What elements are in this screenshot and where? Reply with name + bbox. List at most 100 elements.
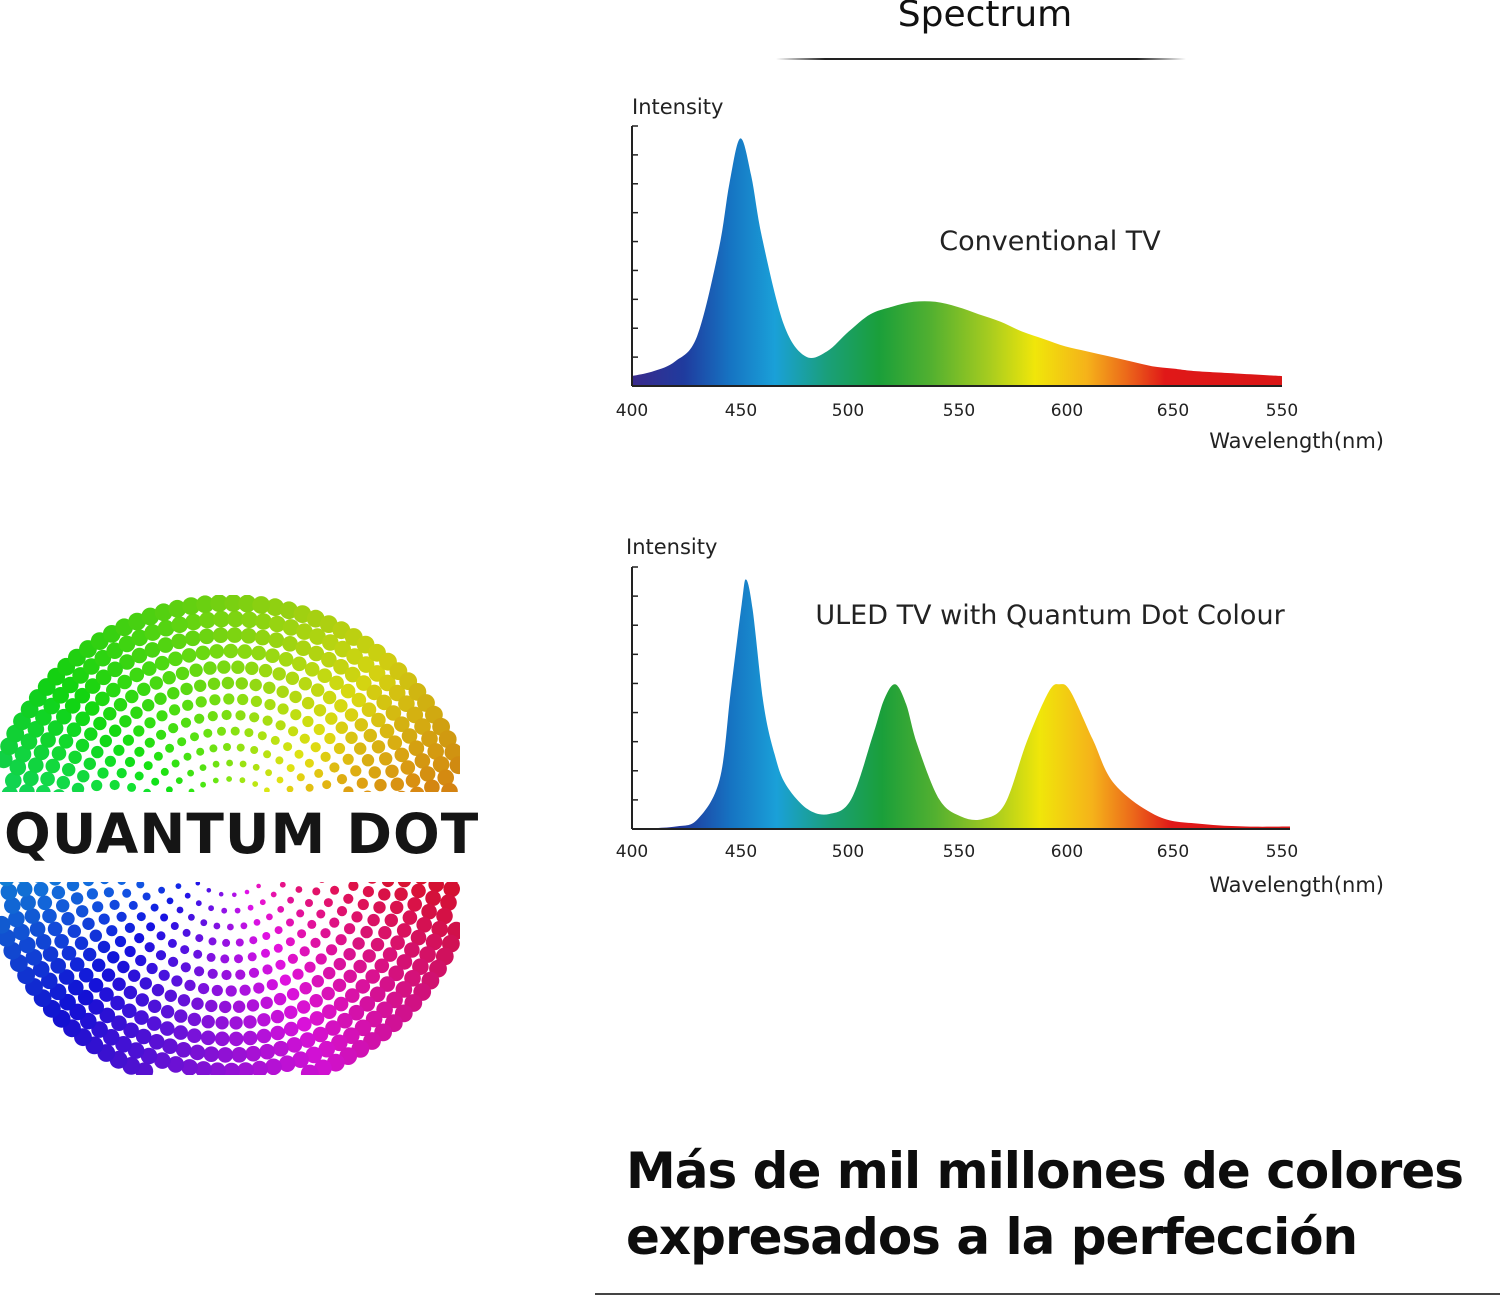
- logo-dot: [142, 892, 151, 901]
- logo-dot: [362, 949, 376, 963]
- logo-dot: [394, 716, 410, 732]
- logo-dot: [164, 989, 177, 1002]
- logo-dot: [279, 881, 286, 888]
- logo-dot: [401, 728, 418, 744]
- logo-dot: [107, 661, 123, 678]
- logo-dot: [14, 746, 32, 763]
- x-tick-label: 550: [1266, 842, 1298, 862]
- logo-dot: [23, 770, 39, 787]
- logo-dot: [304, 758, 314, 768]
- logo-dot: [320, 751, 331, 762]
- logo-dot: [226, 759, 234, 767]
- logo-dot: [200, 919, 208, 927]
- logo-dot: [296, 623, 313, 640]
- logo-dot: [146, 922, 156, 932]
- logo-dot: [176, 906, 184, 914]
- logo-dot: [408, 740, 425, 756]
- logo-dot: [276, 776, 284, 784]
- logo-dot: [212, 627, 229, 643]
- logo-dot: [170, 922, 179, 930]
- logo-dot: [256, 883, 261, 889]
- logo-dot: [286, 764, 295, 773]
- headline: Más de mil millones de colores expresado…: [626, 1138, 1486, 1270]
- logo-dot: [424, 779, 440, 796]
- logo-dot: [222, 938, 231, 947]
- logo-dot: [283, 1021, 299, 1037]
- logo-dot: [332, 978, 347, 992]
- logo-dot: [95, 669, 112, 686]
- logo-dot: [344, 666, 361, 683]
- logo-dot: [259, 899, 266, 906]
- logo-dot: [155, 950, 167, 961]
- logo-dot: [262, 964, 273, 975]
- logo-dot: [128, 969, 141, 982]
- x-tick-label: 550: [943, 401, 975, 421]
- logo-dot: [275, 720, 286, 731]
- logo-dot: [221, 676, 235, 690]
- logo-dot: [333, 659, 349, 675]
- logo-dot: [168, 651, 183, 667]
- logo-dot: [182, 597, 201, 615]
- logo-dot: [275, 959, 286, 970]
- x-axis-label: Wavelength(nm): [1209, 873, 1384, 897]
- logo-dot: [165, 743, 175, 753]
- logo-dot: [239, 777, 246, 784]
- logo-dot: [182, 928, 191, 937]
- logo-dot: [180, 717, 192, 728]
- logo-dot: [324, 732, 336, 745]
- logo-dot: [188, 913, 195, 921]
- logo-dot: [223, 693, 235, 705]
- headline-line-2: expresados a la perfección: [626, 1208, 1358, 1266]
- logo-dot: [263, 681, 276, 694]
- logo-dot: [237, 644, 253, 659]
- logo-dot: [344, 708, 359, 722]
- logo-dot: [257, 731, 267, 741]
- logo-dot: [162, 1038, 178, 1054]
- logo-dot: [243, 1015, 257, 1029]
- logo-dot: [436, 907, 453, 925]
- logo-dot: [169, 704, 181, 716]
- logo-dot: [37, 895, 53, 911]
- logo-dot: [359, 996, 376, 1012]
- logo-dot: [0, 883, 18, 901]
- logo-dot: [74, 936, 89, 950]
- logo-dot: [42, 908, 57, 924]
- logo-dot: [185, 630, 201, 647]
- logo-dot: [103, 1029, 120, 1046]
- logo-dot: [198, 983, 210, 995]
- logo-dot: [175, 1042, 192, 1058]
- logo-dot: [329, 762, 340, 773]
- logo-dot: [214, 1031, 230, 1047]
- logo-dot: [285, 937, 295, 947]
- logo-dot: [217, 726, 226, 736]
- logo-dot: [365, 969, 381, 984]
- logo-dot: [217, 1047, 234, 1063]
- logo-dot: [224, 595, 243, 612]
- logo-dot: [91, 745, 104, 759]
- logo-dot: [91, 1021, 108, 1038]
- logo-dot: [322, 634, 339, 651]
- logo-dot: [209, 644, 225, 659]
- logo-dot: [304, 961, 316, 973]
- logo-dot: [210, 595, 228, 613]
- logo-dot: [343, 1027, 360, 1044]
- logo-dot: [19, 936, 36, 954]
- logo-dot: [414, 753, 431, 769]
- logo-dot: [250, 695, 262, 707]
- logo-dot: [348, 880, 359, 891]
- spectrum-area: [632, 138, 1282, 386]
- logo-dot: [329, 917, 340, 928]
- logo-dot: [207, 711, 218, 722]
- logo-dot: [16, 881, 33, 897]
- logo-dot: [106, 925, 118, 937]
- logo-dot: [74, 687, 91, 704]
- logo-dot: [171, 633, 187, 650]
- logo-dot: [189, 1044, 206, 1061]
- logo-dot: [189, 663, 203, 677]
- logo-dot: [187, 1012, 202, 1027]
- logo-dot: [162, 671, 176, 685]
- logo-dot: [40, 732, 56, 748]
- logo-dot: [149, 676, 163, 690]
- logo-dot: [175, 883, 182, 889]
- logo-dot: [299, 1032, 316, 1048]
